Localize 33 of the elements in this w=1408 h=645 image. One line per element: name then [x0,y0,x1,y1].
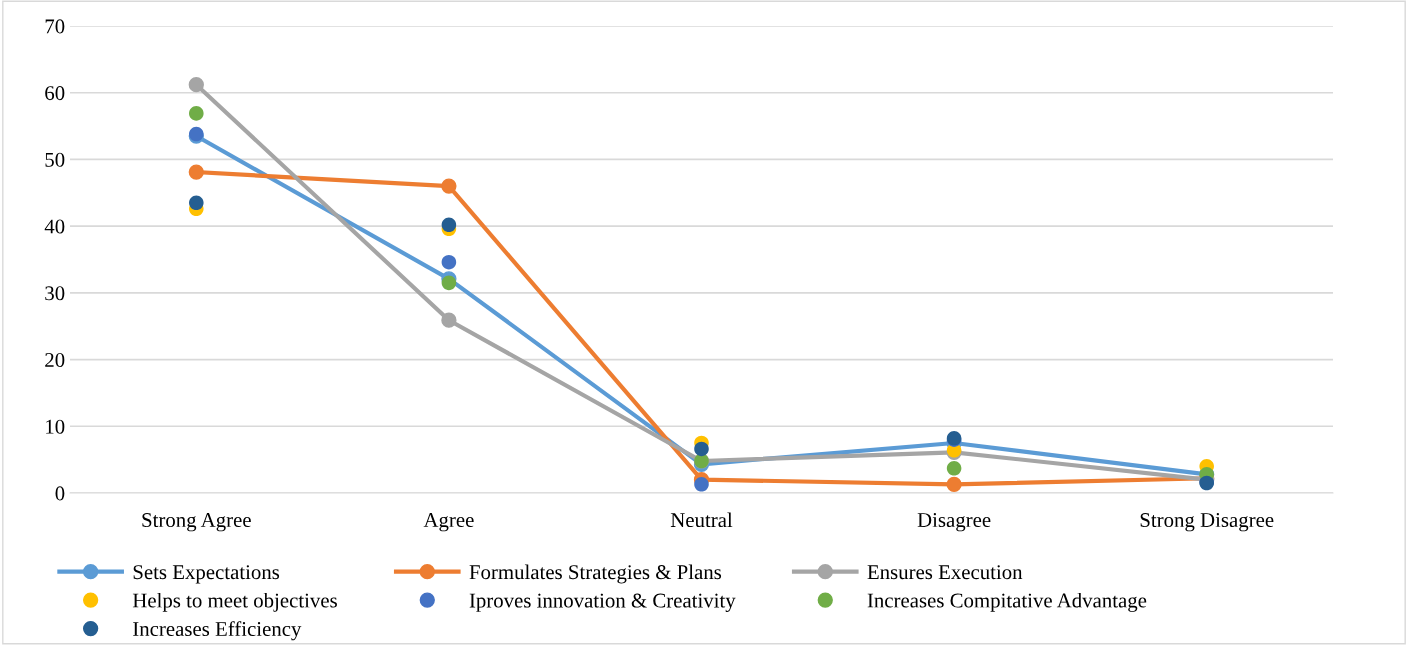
legend-label: Sets Expectations [133,565,280,584]
y-tick-label: 40 [44,219,65,234]
point [946,461,962,476]
point [441,178,457,194]
y-tick-label: 60 [45,86,65,101]
y-tick-label: 30 [45,286,65,301]
legend-label: Formulates Strategies & Plans [469,564,722,584]
point [946,476,962,492]
x-tick-label: Strong Agree [142,513,251,532]
point [694,441,709,457]
y-tick-label: 50 [45,152,65,167]
y-tick-label: 20 [45,352,65,367]
x-tick-label: Neutral [670,512,733,528]
legend-label: Increases Efficiency [133,621,302,641]
y-tick-label: 0 [55,486,65,501]
y-tick-label: 10 [46,419,65,434]
point [441,312,457,328]
point [189,195,204,211]
point [441,275,457,291]
point [441,217,457,233]
y-tick-label: 70 [45,19,65,34]
point [189,106,204,121]
legend-label: Helps to meet objectives [132,592,337,612]
point [441,254,457,270]
x-tick-label: Agree [423,513,474,532]
legend-label: Increases Compitative Advantage [867,592,1147,612]
legend-label: Ensures Execution [867,565,1023,580]
x-tick-label: Strong Disagree [1140,513,1274,532]
point [694,477,709,492]
x-tick-label: Disagree [917,513,991,532]
point [188,77,204,93]
legend-label: Iproves innovation & Creativity [469,593,736,612]
point [188,164,204,180]
